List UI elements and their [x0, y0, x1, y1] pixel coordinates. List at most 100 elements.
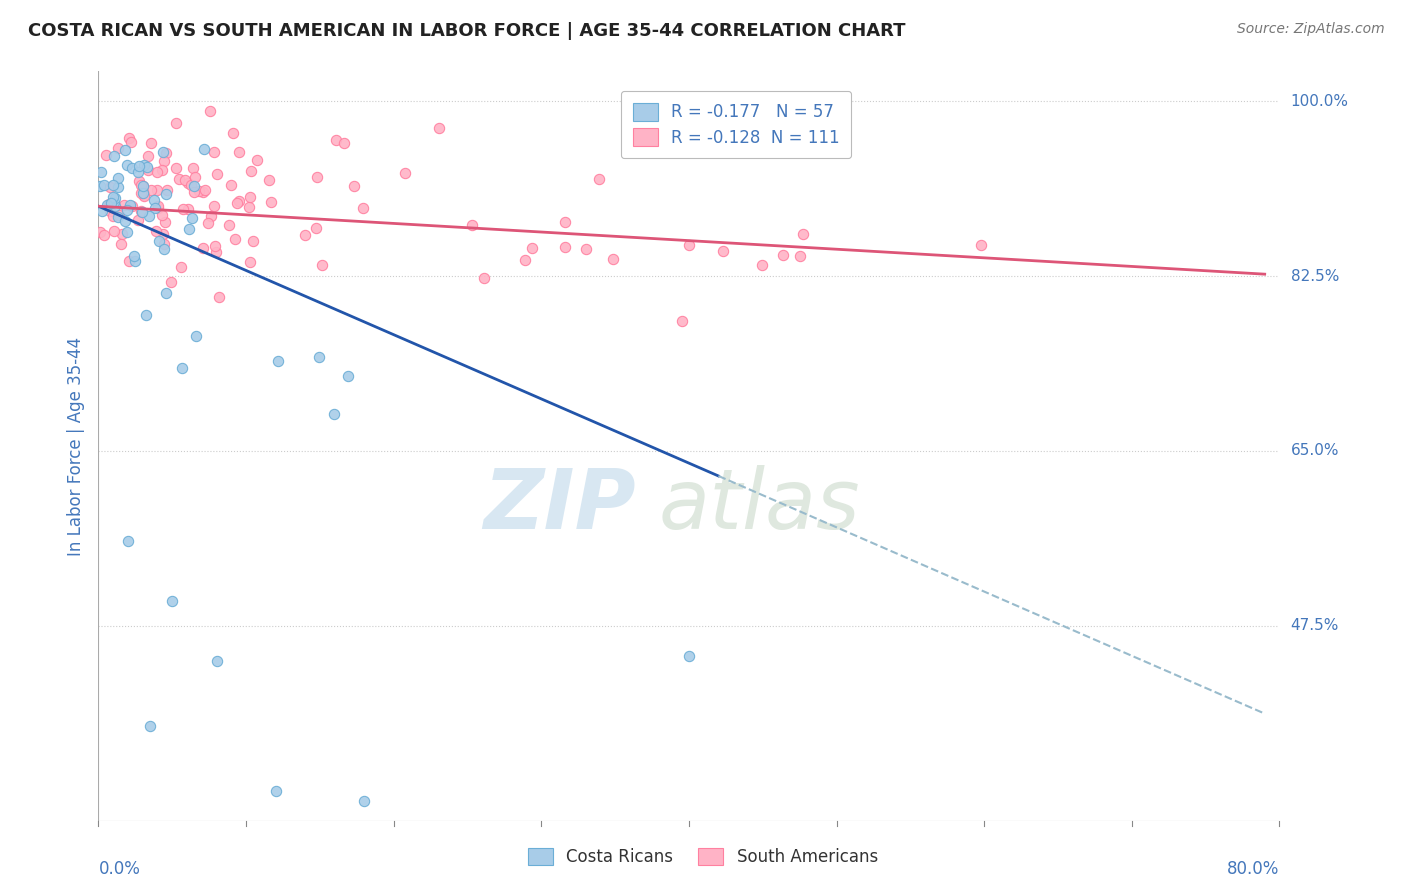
- Point: [117, 533, 139, 548]
- Point: [207, 167, 229, 181]
- Point: [139, 136, 162, 150]
- Point: [145, 224, 167, 238]
- Point: [114, 143, 136, 157]
- Point: [208, 290, 231, 304]
- Text: COSTA RICAN VS SOUTH AMERICAN IN LABOR FORCE | AGE 35-44 CORRELATION CHART: COSTA RICAN VS SOUTH AMERICAN IN LABOR F…: [28, 22, 905, 40]
- Point: [333, 136, 356, 150]
- Point: [678, 648, 700, 663]
- Point: [193, 142, 215, 156]
- Point: [204, 238, 226, 252]
- Point: [183, 185, 205, 199]
- Point: [153, 215, 176, 229]
- Point: [187, 184, 209, 198]
- Point: [711, 244, 734, 258]
- Point: [132, 186, 155, 201]
- Point: [177, 202, 200, 217]
- Point: [678, 238, 700, 252]
- Point: [122, 249, 145, 263]
- Point: [238, 200, 260, 214]
- Point: [115, 225, 138, 239]
- Point: [103, 224, 125, 238]
- Point: [132, 188, 155, 202]
- Point: [202, 145, 225, 159]
- Point: [792, 227, 814, 241]
- Point: [143, 201, 166, 215]
- Point: [136, 162, 159, 177]
- Point: [266, 353, 288, 368]
- Point: [260, 194, 283, 209]
- Point: [94, 148, 117, 162]
- Point: [138, 209, 160, 223]
- Text: 82.5%: 82.5%: [1291, 268, 1339, 284]
- Point: [150, 209, 173, 223]
- Point: [120, 135, 142, 149]
- Point: [97, 196, 120, 211]
- Point: [124, 254, 146, 268]
- Point: [148, 234, 170, 248]
- Point: [343, 179, 366, 194]
- Text: 0.0%: 0.0%: [98, 860, 141, 878]
- Point: [205, 245, 228, 260]
- Point: [155, 145, 177, 160]
- Point: [152, 242, 174, 256]
- Point: [152, 145, 174, 159]
- Point: [101, 209, 124, 223]
- Point: [554, 215, 576, 229]
- Point: [155, 186, 177, 201]
- Point: [472, 270, 495, 285]
- Point: [108, 208, 131, 222]
- Point: [115, 202, 138, 217]
- Point: [134, 158, 156, 172]
- Point: [131, 204, 153, 219]
- Point: [90, 164, 112, 178]
- Point: [165, 116, 187, 130]
- Point: [602, 252, 624, 266]
- Point: [153, 153, 176, 168]
- Point: [322, 407, 344, 421]
- Point: [239, 164, 262, 178]
- Point: [160, 275, 183, 289]
- Point: [167, 171, 190, 186]
- Point: [127, 213, 149, 227]
- Point: [970, 238, 993, 252]
- Point: [218, 218, 240, 232]
- Point: [311, 259, 333, 273]
- Point: [183, 169, 205, 184]
- Point: [98, 180, 121, 194]
- Point: [121, 161, 143, 176]
- Point: [162, 594, 183, 608]
- Point: [152, 227, 174, 242]
- Point: [118, 254, 141, 268]
- Point: [107, 141, 129, 155]
- Text: ZIP: ZIP: [484, 466, 636, 547]
- Point: [172, 202, 194, 216]
- Point: [103, 198, 125, 212]
- Point: [131, 179, 153, 194]
- Point: [150, 163, 173, 178]
- Point: [194, 183, 217, 197]
- Point: [174, 172, 197, 186]
- Text: 100.0%: 100.0%: [1291, 94, 1348, 109]
- Point: [101, 190, 124, 204]
- Point: [89, 179, 111, 194]
- Point: [165, 161, 187, 175]
- Point: [181, 161, 204, 175]
- Point: [170, 360, 193, 375]
- Point: [107, 210, 129, 224]
- Point: [513, 252, 536, 267]
- Point: [90, 203, 112, 218]
- Point: [136, 149, 159, 163]
- Point: [224, 232, 246, 246]
- Point: [180, 178, 202, 192]
- Point: [155, 285, 177, 300]
- Point: [186, 329, 208, 343]
- Point: [129, 203, 152, 218]
- Point: [131, 178, 153, 193]
- Point: [135, 160, 157, 174]
- Point: [139, 719, 162, 733]
- Point: [170, 260, 193, 274]
- Point: [111, 227, 134, 242]
- Point: [242, 234, 264, 248]
- Point: [228, 194, 250, 209]
- Point: [115, 157, 138, 171]
